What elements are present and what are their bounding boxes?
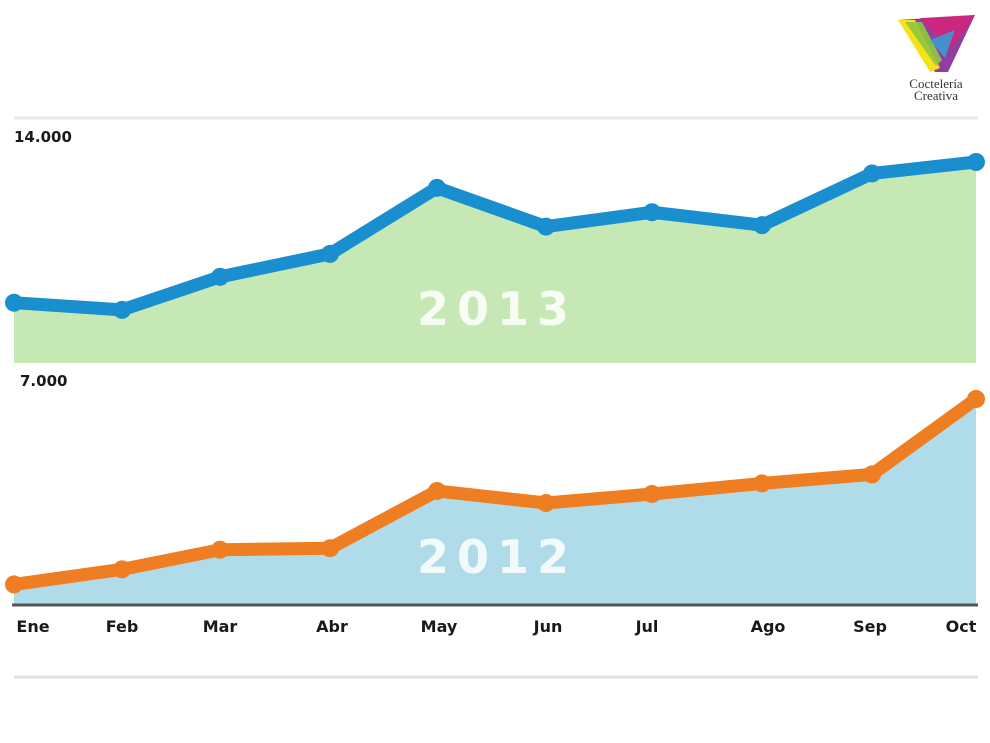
x-tick-label-Abr: Abr [316, 617, 348, 636]
series-name-2012: 2012 [417, 530, 577, 584]
data-point-2013-May [428, 178, 446, 197]
logo-line2: Creativa [914, 88, 958, 103]
series-area-2013 [14, 162, 976, 363]
data-point-2012-Sep [863, 465, 881, 484]
data-point-2012-Ago [753, 474, 771, 493]
x-tick-label-Sep: Sep [853, 617, 887, 636]
x-axis-ticks: Ene Feb Mar Abr May Jun Jul Ago Sep Oct [16, 617, 976, 636]
x-tick-label-Oct: Oct [946, 617, 977, 636]
logo-mark-icon [898, 15, 975, 72]
data-point-2012-Oct [967, 390, 985, 409]
y-axis-max-label: 14.000 [14, 128, 72, 146]
data-point-2012-Ene [5, 575, 23, 594]
x-tick-label-Jun: Jun [533, 617, 563, 636]
data-point-2012-Mar [211, 540, 229, 559]
data-point-2013-Oct [967, 153, 985, 171]
x-tick-label-Ago: Ago [751, 617, 786, 636]
data-point-2013-Abr [321, 244, 339, 263]
series-line-2012 [7, 392, 983, 591]
x-tick-label-Mar: Mar [203, 617, 238, 636]
data-point-2012-Abr [321, 539, 339, 558]
data-point-2013-Sep [863, 164, 881, 183]
data-point-2012-Jul [643, 484, 661, 503]
data-point-2013-Mar [211, 267, 229, 286]
x-tick-label-Jul: Jul [635, 617, 659, 636]
logo: Coctelería Creativa [898, 15, 975, 103]
y-axis-max-label: 7.000 [20, 372, 67, 390]
data-point-2013-Feb [113, 300, 131, 319]
data-point-2012-Feb [113, 560, 131, 579]
data-point-2013-Jul [643, 203, 661, 222]
panel-2013: 2013 14.000 [5, 128, 985, 363]
data-point-2013-Jun [537, 217, 555, 236]
x-tick-label-May: May [421, 617, 458, 636]
series-line-2013 [7, 155, 983, 317]
data-point-2012-Jun [537, 494, 555, 513]
logo-line1: Coctelería [909, 76, 963, 91]
x-tick-label-Ene: Ene [16, 617, 49, 636]
panel-2012: 2012 7.000 [5, 372, 985, 604]
data-point-2012-May [428, 481, 446, 500]
data-point-2013-Ago [753, 216, 771, 235]
data-point-2013-Ene [5, 293, 23, 312]
x-tick-label-Feb: Feb [106, 617, 139, 636]
series-name-2013: 2013 [417, 282, 577, 336]
